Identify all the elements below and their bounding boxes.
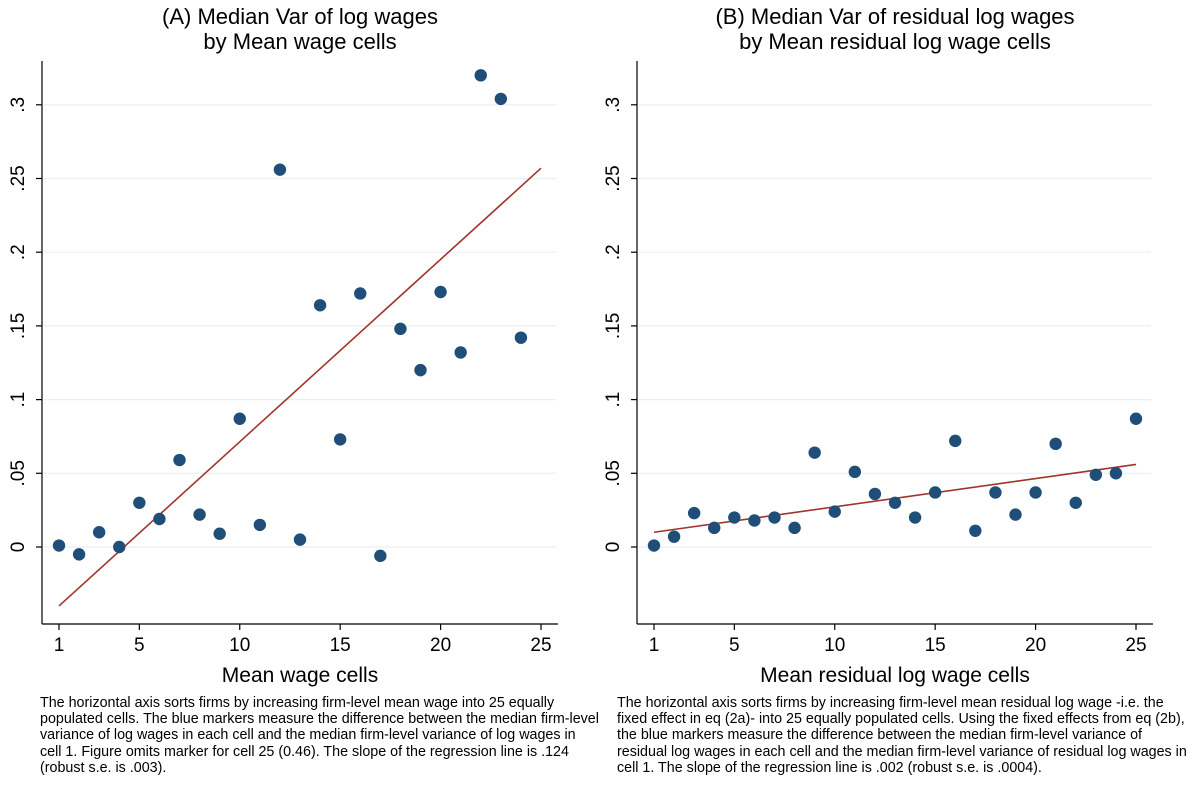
data-point: [848, 465, 862, 479]
chart-caption-a: The horizontal axis sorts firms by incre…: [40, 695, 599, 776]
x-tick-label: 5: [134, 635, 145, 656]
y-tick-label: .15: [8, 313, 29, 339]
data-point: [72, 548, 86, 561]
data-point: [52, 539, 66, 552]
data-point: [1069, 496, 1082, 509]
data-point: [687, 506, 701, 520]
y-tick-label: .05: [8, 460, 29, 486]
data-point: [434, 285, 447, 299]
x-tick-label: 15: [330, 635, 351, 656]
data-point: [494, 92, 508, 106]
data-point: [908, 511, 922, 524]
x-tick-label: 10: [824, 635, 845, 656]
x-tick-label: 25: [1125, 635, 1146, 656]
y-tick-label: .1: [603, 392, 624, 408]
chart-title-a: (A) Median Var of log wages by Mean wage…: [0, 4, 600, 54]
y-tick-label: .25: [8, 165, 29, 191]
data-point: [768, 511, 781, 524]
y-tick-label: 0: [603, 542, 624, 553]
data-point: [989, 486, 1002, 499]
chart-caption-b: The horizontal axis sorts firms by incre…: [617, 695, 1187, 776]
y-tick-label: .25: [603, 165, 624, 191]
x-tick-label: 20: [430, 635, 451, 656]
data-point: [808, 446, 821, 459]
y-tick-label: .2: [8, 244, 29, 260]
data-point: [1009, 508, 1022, 521]
x-axis-title: Mean wage cells: [222, 664, 378, 687]
y-tick-label: .05: [603, 460, 624, 486]
data-point: [748, 514, 761, 527]
regression-line: [58, 167, 542, 607]
data-point: [949, 434, 962, 448]
x-tick-label: 10: [229, 635, 250, 656]
x-tick-label: 25: [530, 635, 551, 656]
data-point: [728, 511, 741, 524]
data-point: [213, 527, 226, 540]
data-point: [293, 533, 307, 546]
x-tick-label: 1: [649, 635, 660, 656]
data-point: [313, 299, 327, 312]
chart-panel-a: (A) Median Var of log wages by Mean wage…: [0, 0, 600, 811]
data-point: [394, 322, 407, 336]
data-point: [414, 363, 427, 377]
data-point: [113, 540, 126, 554]
data-point: [173, 453, 186, 467]
chart-title-a-line-1: (A) Median Var of log wages: [162, 4, 438, 29]
chart-title-a-line-2: by Mean wage cells: [203, 29, 397, 54]
y-tick-label: .2: [603, 244, 624, 260]
chart-title-b: (B) Median Var of residual log wages by …: [595, 4, 1195, 54]
chart-title-b-line-1: (B) Median Var of residual log wages: [715, 4, 1075, 29]
chart-panel-b: (B) Median Var of residual log wages by …: [595, 0, 1195, 811]
y-tick-label: 0: [8, 542, 29, 553]
data-point: [1089, 468, 1103, 481]
data-point: [868, 487, 882, 501]
x-axis-title: Mean residual log wage cells: [760, 664, 1030, 687]
data-point: [888, 496, 902, 509]
data-point: [354, 287, 367, 300]
data-point: [474, 69, 487, 82]
data-point: [233, 412, 246, 425]
data-point: [1109, 467, 1123, 480]
data-point: [374, 549, 387, 563]
x-tick-label: 15: [925, 635, 946, 656]
data-point: [193, 508, 206, 521]
y-tick-label: .1: [8, 392, 29, 408]
data-point: [708, 521, 721, 535]
y-tick-label: .3: [8, 97, 29, 113]
data-point: [828, 505, 841, 518]
data-point: [1049, 437, 1062, 451]
data-point: [153, 512, 166, 526]
chart-title-b-line-2: by Mean residual log wage cells: [739, 29, 1051, 54]
x-tick-label: 1: [54, 635, 65, 656]
x-tick-label: 5: [729, 635, 740, 656]
data-point: [928, 486, 942, 499]
data-point: [133, 496, 146, 509]
x-tick-label: 20: [1025, 635, 1046, 656]
data-point: [92, 526, 106, 539]
data-point: [1129, 412, 1143, 425]
data-point: [969, 524, 982, 537]
data-point: [253, 518, 267, 532]
y-tick-label: .3: [603, 97, 624, 113]
data-point: [273, 163, 287, 176]
data-point: [514, 331, 528, 344]
data-point: [788, 521, 801, 535]
data-point: [667, 530, 681, 543]
data-point: [454, 346, 467, 359]
y-tick-label: .15: [603, 313, 624, 339]
data-point: [333, 433, 347, 446]
data-point: [1029, 486, 1042, 499]
data-point: [647, 539, 661, 552]
